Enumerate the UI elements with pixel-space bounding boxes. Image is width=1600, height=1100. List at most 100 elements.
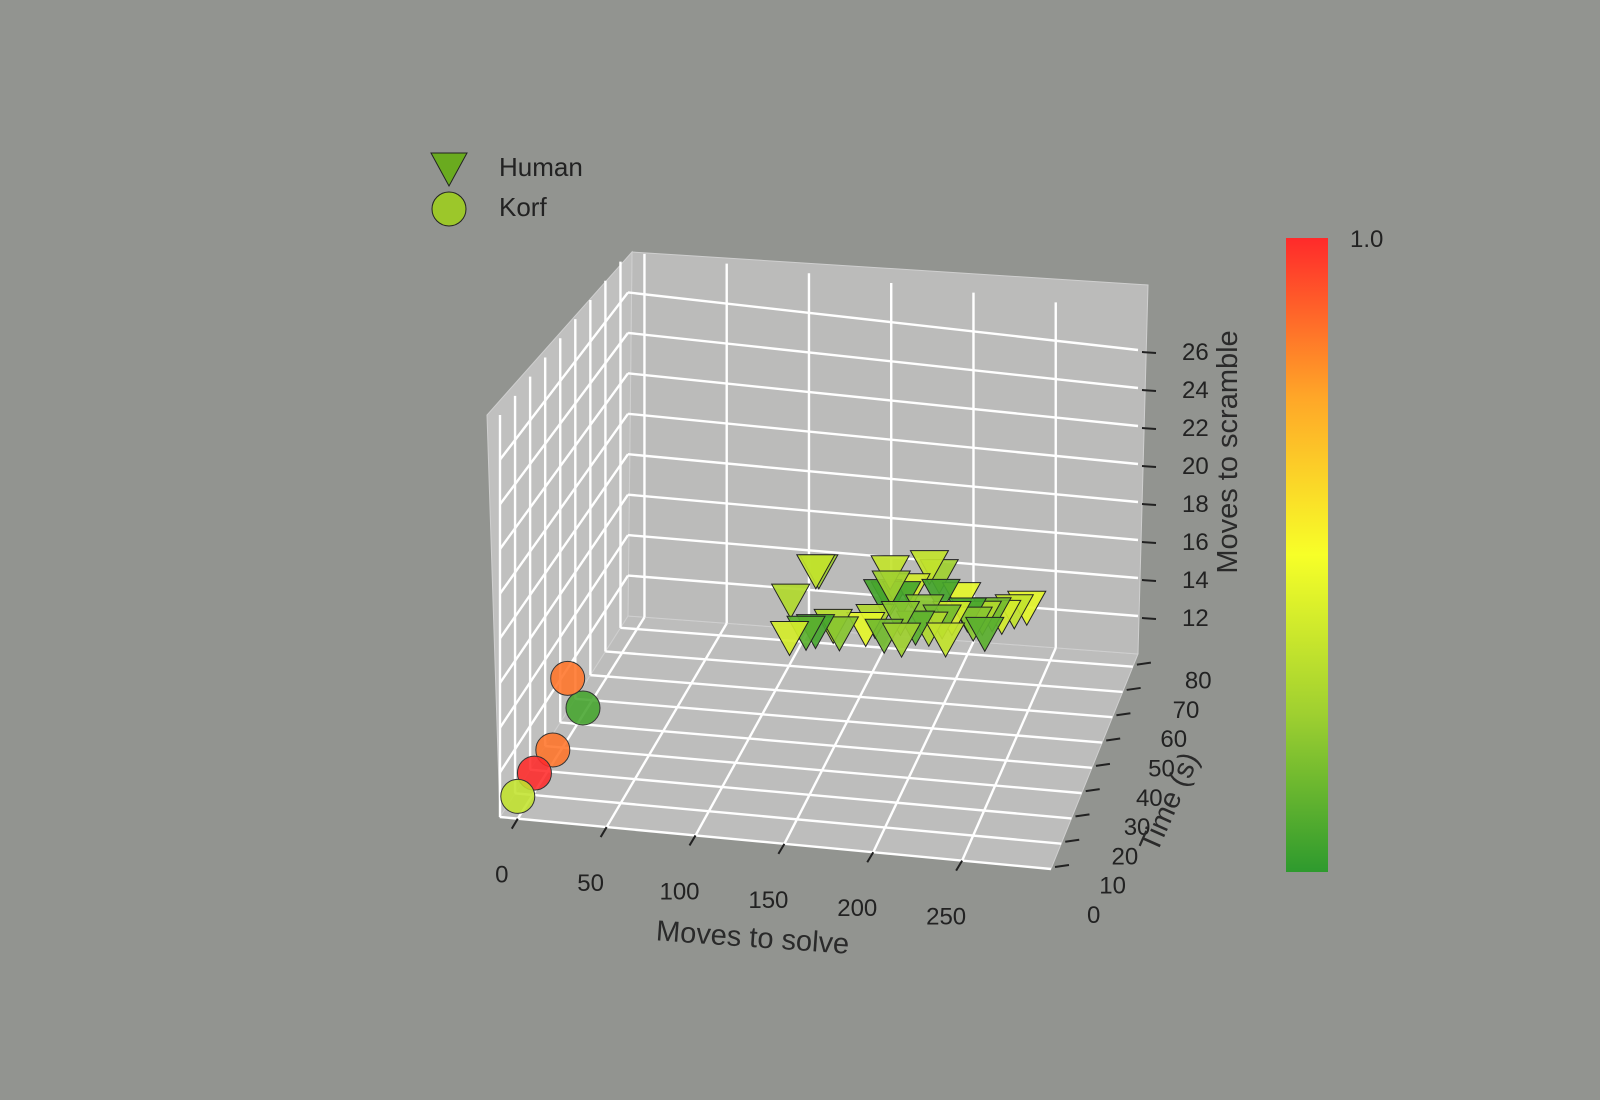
grid-floor-x-4: [872, 641, 975, 853]
data-points: [500, 550, 1047, 814]
y-tick-label-5: 50: [1148, 756, 1175, 783]
y-tick-mark-8: [1136, 661, 1152, 666]
human-point-0: [795, 554, 836, 590]
x-tick-mark-0: [510, 818, 519, 830]
y-tick-mark-0: [1054, 864, 1070, 868]
korf-point-0: [550, 660, 586, 696]
z-tick-mark-2: [1141, 541, 1157, 544]
y-tick-label-0: 0: [1087, 902, 1100, 929]
grid-floor-y-6: [590, 673, 1113, 719]
z-tick-label-1: 14: [1182, 567, 1209, 594]
x-tick-label-2: 100: [659, 878, 699, 905]
x-tick-label-1: 50: [577, 870, 604, 897]
x-tick-mark-1: [599, 826, 608, 838]
korf-point-4: [500, 778, 536, 814]
legend: Human Korf: [430, 152, 583, 227]
z-tick-label-0: 12: [1182, 605, 1209, 632]
y-tick-label-2: 20: [1111, 843, 1138, 870]
grid-side-z-7: [499, 291, 629, 461]
legend-label-korf: Korf: [499, 192, 547, 222]
y-tick-mark-7: [1126, 686, 1141, 691]
z-tick-mark-5: [1141, 427, 1157, 430]
human-point-18: [909, 550, 950, 586]
grid-back-z-2: [627, 493, 1139, 542]
grid-floor-y-7: [605, 650, 1123, 694]
grid-floor-x-1: [605, 622, 728, 828]
y-tick-mark-3: [1085, 788, 1100, 793]
grid-back-z-3: [627, 453, 1139, 504]
colorbar: 1.0: [1286, 226, 1383, 872]
grid-side-z-6: [499, 332, 629, 506]
colorbar-top-label: 1.0: [1350, 226, 1383, 253]
x-axis-title: Moves to solve: [655, 915, 850, 960]
z-tick-mark-3: [1141, 503, 1157, 506]
y-tick-mark-1: [1065, 838, 1080, 843]
grid-floor-x-2: [694, 628, 811, 837]
z-tick-label-2: 16: [1182, 529, 1209, 556]
grid-side-z-1: [499, 534, 629, 729]
z-tick-mark-6: [1141, 389, 1157, 392]
grid-floor-y-2: [530, 768, 1072, 820]
z-tick-mark-4: [1141, 465, 1157, 468]
grid-floor-y-5: [575, 697, 1103, 744]
colorbar-gradient: [1286, 238, 1328, 872]
human-point-9: [871, 570, 912, 607]
grid-floor-y-8: [620, 626, 1133, 668]
z-tick-mark-7: [1141, 351, 1157, 354]
grid-back-z-6: [627, 331, 1139, 390]
x-tick-mark-4: [866, 851, 875, 863]
y-tick-label-7: 70: [1173, 697, 1200, 724]
grid-back-z-4: [627, 412, 1139, 466]
human-point-36: [925, 622, 966, 658]
korf-point-2: [535, 732, 571, 768]
human-point-2: [770, 583, 811, 620]
human-point-35: [881, 622, 922, 659]
y-tick-label-4: 40: [1136, 785, 1163, 812]
grid-floor-y-4: [560, 721, 1093, 770]
grid-side-z-4: [499, 413, 629, 595]
grid-side-z-3: [499, 453, 629, 640]
human-point-14: [880, 601, 921, 637]
y-tick-label-8: 80: [1185, 668, 1212, 695]
x-tick-label-0: 0: [495, 862, 508, 889]
x-tick-label-3: 150: [748, 887, 788, 914]
human-point-3: [769, 620, 810, 657]
z-tick-label-3: 18: [1182, 491, 1209, 518]
y-tick-label-3: 30: [1124, 814, 1151, 841]
grid-lines: [498, 253, 1139, 871]
y-tick-label-1: 10: [1099, 873, 1126, 900]
z-tick-label-7: 26: [1182, 339, 1209, 366]
grid-back-z-5: [627, 372, 1139, 428]
axis-ticks: 0 50 100 150 200 250 0102030405060708012141618…: [495, 339, 1211, 931]
grid-floor-x-5: [961, 647, 1057, 862]
z-tick-label-6: 24: [1182, 377, 1209, 404]
grid-floor-y-0: [499, 815, 1052, 871]
x-tick-mark-2: [688, 834, 697, 846]
human-point-32: [964, 616, 1005, 653]
grid-side-z-2: [499, 493, 629, 684]
y-tick-mark-4: [1095, 762, 1111, 767]
z-axis-title: Moves to scramble: [1212, 330, 1244, 573]
legend-marker-korf: [431, 191, 467, 227]
grid-floor-x-3: [783, 635, 893, 845]
korf-point-1: [565, 690, 601, 726]
z-tick-mark-1: [1141, 579, 1157, 582]
legend-marker-human: [430, 152, 468, 188]
legend-label-human: Human: [499, 152, 583, 182]
z-tick-label-4: 20: [1182, 453, 1209, 480]
grid-floor-y-3: [545, 744, 1082, 795]
x-tick-mark-3: [777, 843, 786, 855]
z-tick-label-5: 22: [1182, 415, 1209, 442]
x-tick-label-5: 250: [926, 904, 966, 931]
y-tick-mark-2: [1075, 813, 1090, 818]
x-tick-label-4: 200: [837, 895, 877, 922]
y-tick-label-6: 60: [1160, 726, 1187, 753]
x-tick-mark-5: [955, 860, 963, 872]
y-tick-mark-6: [1116, 712, 1131, 717]
z-tick-mark-0: [1141, 617, 1157, 620]
y-tick-mark-5: [1106, 737, 1121, 742]
grid-back-z-7: [627, 291, 1139, 352]
grid-side-z-5: [499, 372, 629, 550]
human-point-7: [819, 616, 860, 652]
